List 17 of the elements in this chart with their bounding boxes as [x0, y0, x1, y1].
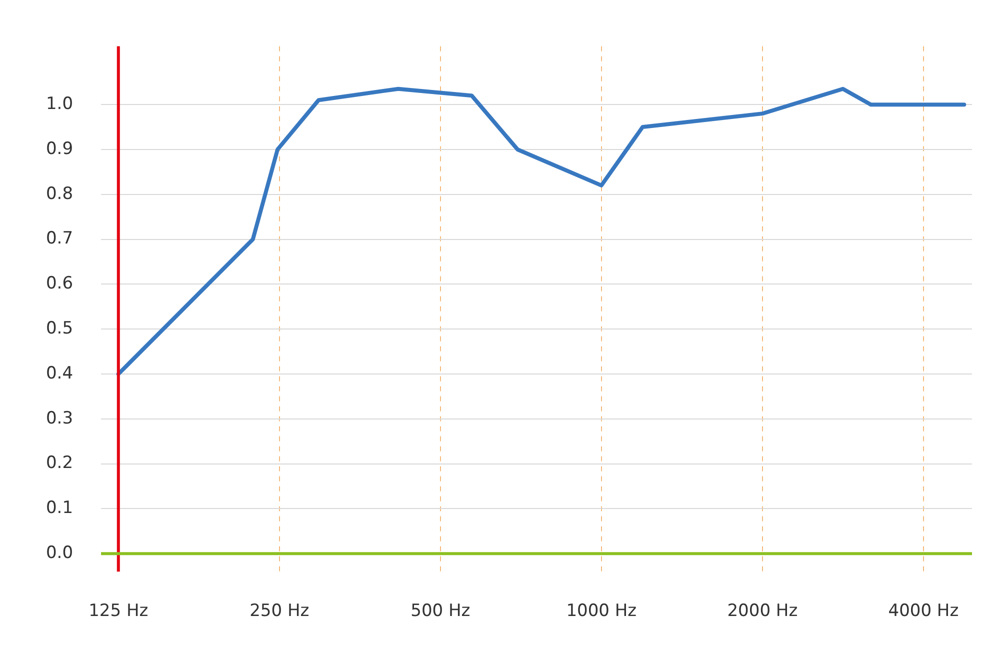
x-tick-label: 1000 Hz	[566, 601, 637, 622]
x-tick-label: 4000 Hz	[888, 601, 959, 622]
y-tick-label: 0.6	[46, 274, 74, 294]
x-tick-label: 500 Hz	[410, 601, 470, 622]
y-tick-label: 0.0	[46, 543, 74, 564]
y-tick-label: 0.4	[46, 363, 74, 384]
y-tick-label: 0.2	[46, 453, 74, 474]
x-tick-label: 2000 Hz	[727, 601, 798, 622]
x-tick-label: 250 Hz	[250, 601, 310, 622]
x-tick-label: 125 Hz	[88, 601, 148, 622]
y-tick-label: 0.9	[46, 138, 74, 159]
y-tick-label: 0.7	[46, 228, 74, 249]
y-tick-label: 0.8	[46, 184, 74, 204]
y-tick-label: 0.5	[46, 318, 74, 339]
y-tick-label: 0.3	[46, 408, 74, 428]
y-tick-label: 0.1	[46, 498, 74, 518]
y-tick-label: 1.0	[46, 94, 74, 114]
